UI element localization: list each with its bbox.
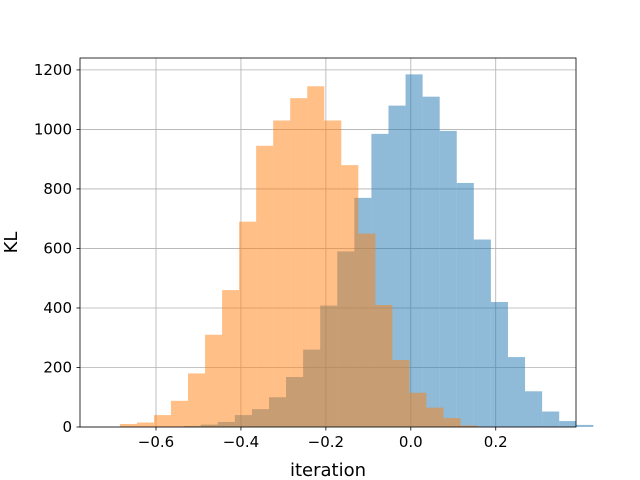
histogram-bar-series-2 — [222, 290, 240, 427]
histogram-bar-series-2 — [171, 400, 189, 427]
histogram-bar-series-2 — [307, 86, 325, 427]
histogram-bar-series-1 — [439, 130, 457, 427]
y-tick-label: 0 — [62, 418, 72, 436]
axis-ticks: −0.6 −0.4 −0.2 0.0 0.2 0 200 400 600 800 1000 1200 — [34, 61, 508, 451]
y-tick-label: 1000 — [34, 120, 72, 138]
histogram-bar-series-2 — [392, 360, 410, 427]
histogram-bar-series-2 — [136, 422, 154, 427]
histogram-bar-series-1 — [576, 424, 594, 427]
histogram-bar-series-2 — [341, 165, 359, 427]
histogram-bar-series-2 — [290, 98, 308, 427]
histogram-bar-series-2 — [273, 120, 291, 427]
x-tick-label: −0.2 — [308, 433, 344, 451]
x-axis-label: iteration — [290, 460, 366, 480]
histogram-bar-series-2 — [375, 304, 393, 427]
histogram-bar-series-2 — [153, 415, 172, 427]
histogram-bar-series-1 — [490, 302, 508, 427]
histogram-bar-series-2 — [239, 221, 257, 427]
histogram-bar-series-1 — [405, 74, 423, 427]
x-tick-label: 0.0 — [399, 433, 423, 451]
plot-frame — [79, 57, 577, 428]
histogram-bar-series-1 — [525, 391, 543, 427]
histogram-bar-series-2 — [460, 425, 478, 427]
histogram-bar-series-1 — [542, 411, 560, 427]
histogram-bar-series-1 — [507, 357, 526, 427]
histogram-bar-series-1 — [456, 182, 474, 427]
y-tick-label: 200 — [43, 358, 72, 376]
histogram-bar-series-2 — [324, 120, 342, 427]
histogram-bar-series-2 — [256, 145, 274, 427]
x-tick-label: −0.6 — [138, 433, 174, 451]
histogram-bar-series-2 — [205, 334, 223, 427]
histogram-bar-series-1 — [422, 96, 440, 427]
x-tick-label: −0.4 — [223, 433, 259, 451]
histogram-bar-series-2 — [358, 233, 376, 427]
histogram-bar-series-2 — [188, 373, 206, 427]
histogram-bar-series-1 — [388, 105, 406, 427]
y-tick-label: 800 — [43, 180, 72, 198]
histogram-bar-series-2 — [443, 418, 461, 427]
bars — [119, 74, 594, 428]
y-axis-label: KL — [1, 232, 22, 254]
histogram-bar-series-2 — [409, 392, 427, 427]
x-tick-label: 0.2 — [484, 433, 508, 451]
y-tick-label: 400 — [43, 299, 72, 317]
histogram-bar-series-2 — [426, 407, 444, 427]
y-tick-label: 600 — [43, 239, 72, 257]
histogram-bar-series-1 — [559, 421, 577, 427]
y-tick-label: 1200 — [34, 61, 72, 79]
histogram-bar-series-2 — [119, 424, 137, 427]
histogram-bar-series-1 — [473, 239, 491, 427]
